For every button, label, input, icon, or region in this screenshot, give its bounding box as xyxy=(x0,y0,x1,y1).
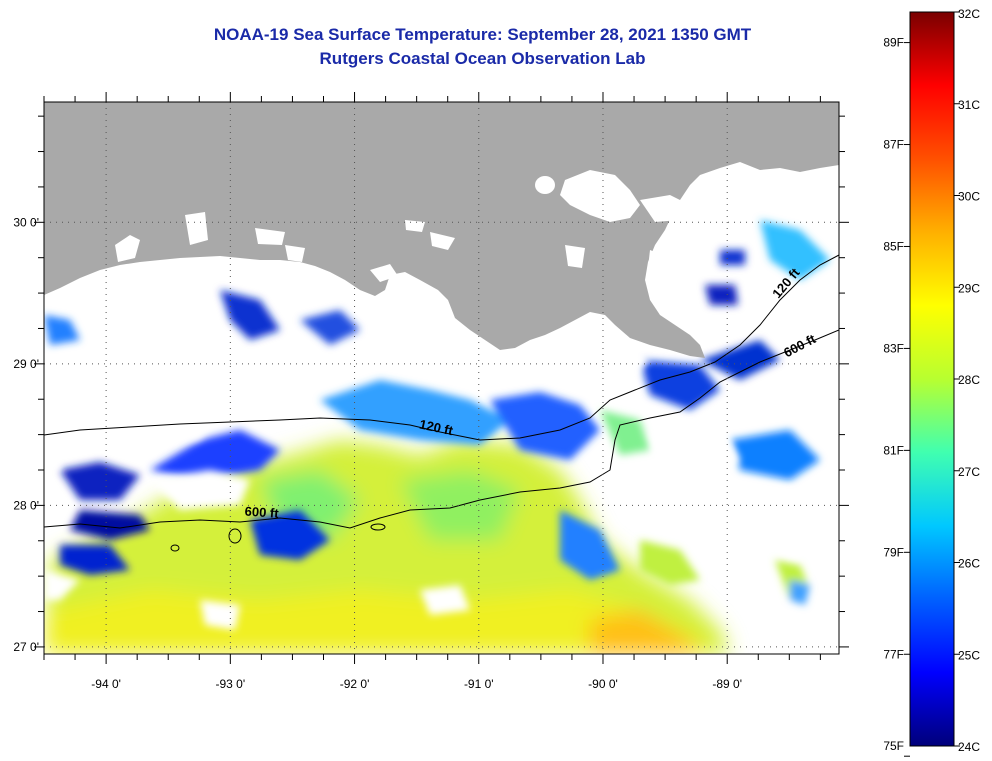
celsius-label: 25C xyxy=(958,648,980,662)
inland-water xyxy=(115,170,750,282)
lat-tick-label: 29 0' xyxy=(13,357,39,371)
lon-tick-label: -90 0' xyxy=(588,677,618,691)
contour-label: 600 ft xyxy=(244,504,280,521)
colorbar-ticks xyxy=(904,11,960,757)
lon-tick-label: -89 0' xyxy=(712,677,742,691)
fahrenheit-label: 75F xyxy=(883,739,904,753)
map-title: NOAA-19 Sea Surface Temperature: Septemb… xyxy=(213,25,752,44)
lon-tick-label: -91 0' xyxy=(464,677,494,691)
fahrenheit-label: 77F xyxy=(883,647,904,661)
celsius-label: 30C xyxy=(958,190,980,204)
contour-closed-loop xyxy=(370,523,386,531)
longitude-axis: -94 0' -93 0' -92 0' -91 0' -90 0' -89 0' xyxy=(91,677,742,691)
cloud-gaps xyxy=(44,330,839,630)
graticule xyxy=(44,102,839,654)
celsius-label: 31C xyxy=(958,98,980,112)
fahrenheit-label: 83F xyxy=(883,341,904,355)
celsius-label: 29C xyxy=(958,281,980,295)
lat-tick-label: 30 0' xyxy=(13,215,39,229)
fahrenheit-label: 87F xyxy=(883,138,904,152)
lon-tick-label: -92 0' xyxy=(340,677,370,691)
fahrenheit-label: 85F xyxy=(883,239,904,253)
lat-tick-label: 27 0' xyxy=(13,640,39,654)
fahrenheit-label: 79F xyxy=(883,545,904,559)
celsius-label: 24C xyxy=(958,740,980,754)
latitude-axis: 27 0' 28 0' 29 0' 30 0' xyxy=(13,215,39,654)
contour-label: 120 ft xyxy=(418,417,455,439)
sst-cool-patches xyxy=(44,220,830,605)
celsius-label: 32C xyxy=(958,7,980,21)
map-frame xyxy=(43,101,840,655)
fahrenheit-label: 89F xyxy=(883,36,904,50)
map-subtitle: Rutgers Coastal Ocean Observation Lab xyxy=(319,49,646,68)
lat-tick-label: 28 0' xyxy=(13,498,39,512)
contour-closed-loop xyxy=(170,544,180,552)
land-mass xyxy=(44,102,839,358)
axis-ticks xyxy=(34,92,849,664)
colorbar: 32C 31C 30C 29C 28C 27C 26C 25C 24C 89F 87F 85F 83F… xyxy=(883,7,980,757)
lon-tick-label: -93 0' xyxy=(216,677,246,691)
celsius-label: 26C xyxy=(958,557,980,571)
celsius-label: 27C xyxy=(958,465,980,479)
colorbar-scale xyxy=(909,11,955,747)
contour-120ft-line xyxy=(44,254,839,441)
lon-tick-label: -94 0' xyxy=(91,677,121,691)
contour-closed-loop xyxy=(228,528,242,544)
colorbar-fahrenheit-labels: 89F 87F 85F 83F 81F 79F 77F 75F xyxy=(883,36,904,753)
colorbar-celsius-labels: 32C 31C 30C 29C 28C 27C 26C 25C 24C xyxy=(958,7,980,754)
contour-600ft-line xyxy=(44,329,839,529)
celsius-label: 28C xyxy=(958,373,980,387)
fahrenheit-label: 81F xyxy=(883,443,904,457)
